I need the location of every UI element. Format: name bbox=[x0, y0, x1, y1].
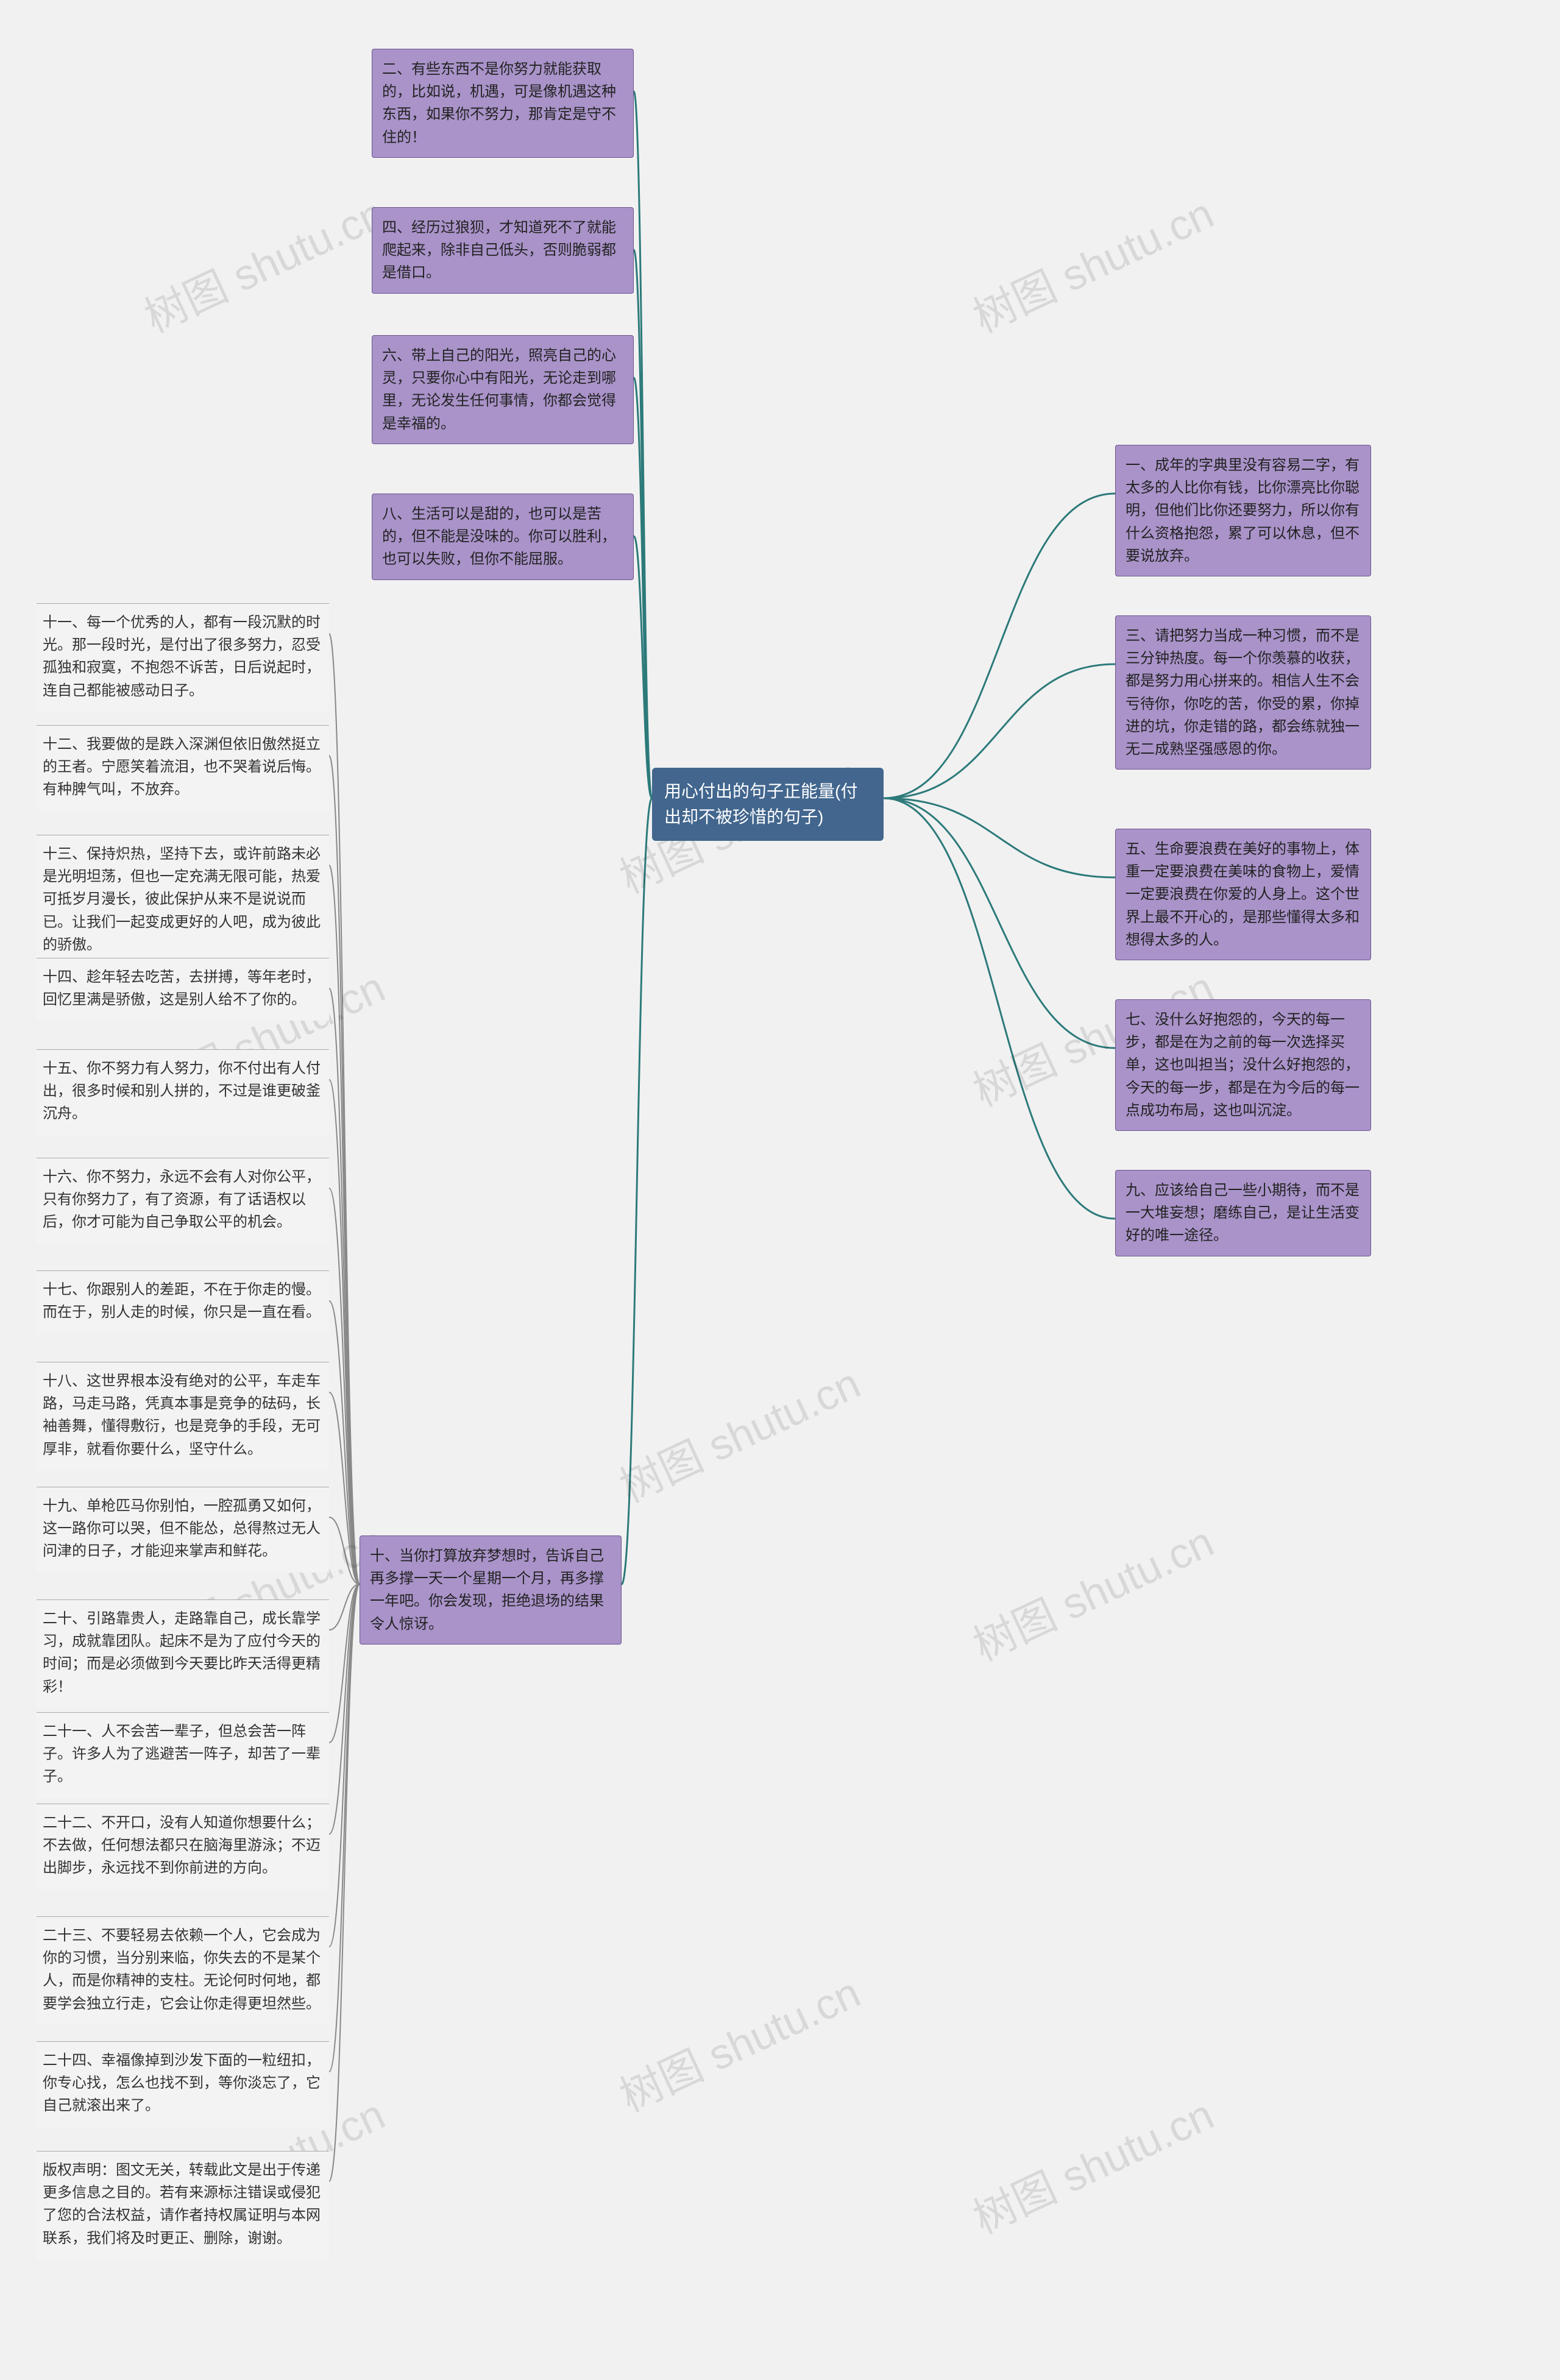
left-node-8: 十八、这世界根本没有绝对的公平，车走车路，马走马路，凭真本事是竞争的砝码，长袖善… bbox=[37, 1362, 329, 1470]
left-node-9: 十九、单枪匹马你别怕，一腔孤勇又如何，这一路你可以哭，但不能怂，总得熬过无人问津… bbox=[37, 1487, 329, 1573]
mindmap-canvas: 树图 shutu.cn 树图 shutu.cn 树图 shutu.cn 树图 shut… bbox=[0, 0, 1560, 2380]
left-node-4: 十四、趁年轻去吃苦，去拼搏，等年老时，回忆里满是骄傲，这是别人给不了你的。 bbox=[37, 958, 329, 1021]
watermark: 树图 shutu.cn bbox=[962, 2081, 1222, 2246]
left-node-7: 十七、你跟别人的差距，不在于你走的慢。而在于，别人走的时候，你只是一直在看。 bbox=[37, 1270, 329, 1333]
left-node-2: 十二、我要做的是跌入深渊但依旧傲然挺立的王者。宁愿笑着流泪，也不哭着说后悔。有种… bbox=[37, 725, 329, 811]
left-node-15: 版权声明：图文无关，转载此文是出于传递更多信息之目的。若有来源标注错误或侵犯了您… bbox=[37, 2151, 329, 2259]
right-node-5: 九、应该给自己一些小期待，而不是一大堆妄想；磨练自己，是让生活变好的唯一途径。 bbox=[1115, 1170, 1371, 1256]
right-node-4: 七、没什么好抱怨的，今天的每一步，都是在为之前的每一次选择买单，这也叫担当；没什… bbox=[1115, 999, 1371, 1131]
topmid-node-1: 二、有些东西不是你努力就能获取的，比如说，机遇，可是像机遇这种东西，如果你不努力… bbox=[372, 49, 634, 158]
watermark: 树图 shutu.cn bbox=[609, 1959, 869, 2124]
left-node-3: 十三、保持炽热，坚持下去，或许前路未必是光明坦荡，但也一定充满无限可能，热爱可抵… bbox=[37, 835, 329, 966]
left-node-6: 十六、你不努力，永远不会有人对你公平，只有你努力了，有了资源，有了话语权以后，你… bbox=[37, 1158, 329, 1244]
left-node-10: 二十、引路靠贵人，走路靠自己，成长靠学习，成就靠团队。起床不是为了应付今天的时间… bbox=[37, 1599, 329, 1708]
topmid-node-3: 六、带上自己的阳光，照亮自己的心灵，只要你心中有阳光，无论走到哪里，无论发生任何… bbox=[372, 335, 634, 444]
topmid-node-2: 四、经历过狼狈，才知道死不了就能爬起来，除非自己低头，否则脆弱都是借口。 bbox=[372, 207, 634, 294]
left-node-13: 二十三、不要轻易去依赖一个人，它会成为你的习惯，当分别来临，你失去的不是某个人，… bbox=[37, 1916, 329, 2025]
right-node-1: 一、成年的字典里没有容易二字，有太多的人比你有钱，比你漂亮比你聪明，但他们比你还… bbox=[1115, 445, 1371, 576]
root-node: 用心付出的句子正能量(付出却不被珍惜的句子) bbox=[652, 768, 884, 841]
watermark: 树图 shutu.cn bbox=[609, 1350, 869, 1515]
left-node-1: 十一、每一个优秀的人，都有一段沉默的时光。那一段时光，是付出了很多努力，忍受孤独… bbox=[37, 603, 329, 712]
left-node-11: 二十一、人不会苦一辈子，但总会苦一阵子。许多人为了逃避苦一阵子，却苦了一辈子。 bbox=[37, 1712, 329, 1798]
right-node-3: 五、生命要浪费在美好的事物上，体重一定要浪费在美味的食物上，爱情一定要浪费在你爱… bbox=[1115, 829, 1371, 960]
right-node-2: 三、请把努力当成一种习惯，而不是三分钟热度。每一个你羡慕的收获，都是努力用心拼来… bbox=[1115, 615, 1371, 770]
node-ten: 十、当你打算放弃梦想时，告诉自己再多撑一天一个星期一个月，再多撑一年吧。你会发现… bbox=[360, 1535, 622, 1645]
watermark: 树图 shutu.cn bbox=[962, 180, 1222, 345]
watermark: 树图 shutu.cn bbox=[133, 180, 394, 345]
left-node-12: 二十二、不开口，没有人知道你想要什么；不去做，任何想法都只在脑海里游泳；不迈出脚… bbox=[37, 1804, 329, 1889]
topmid-node-4: 八、生活可以是甜的，也可以是苦的，但不能是没味的。你可以胜利，也可以失败，但你不… bbox=[372, 494, 634, 580]
left-node-14: 二十四、幸福像掉到沙发下面的一粒纽扣，你专心找，怎么也找不到，等你淡忘了，它自己… bbox=[37, 2041, 329, 2127]
watermark: 树图 shutu.cn bbox=[962, 1508, 1222, 1673]
left-node-5: 十五、你不努力有人努力，你不付出有人付出，很多时候和别人拼的，不过是谁更破釜沉舟… bbox=[37, 1049, 329, 1135]
